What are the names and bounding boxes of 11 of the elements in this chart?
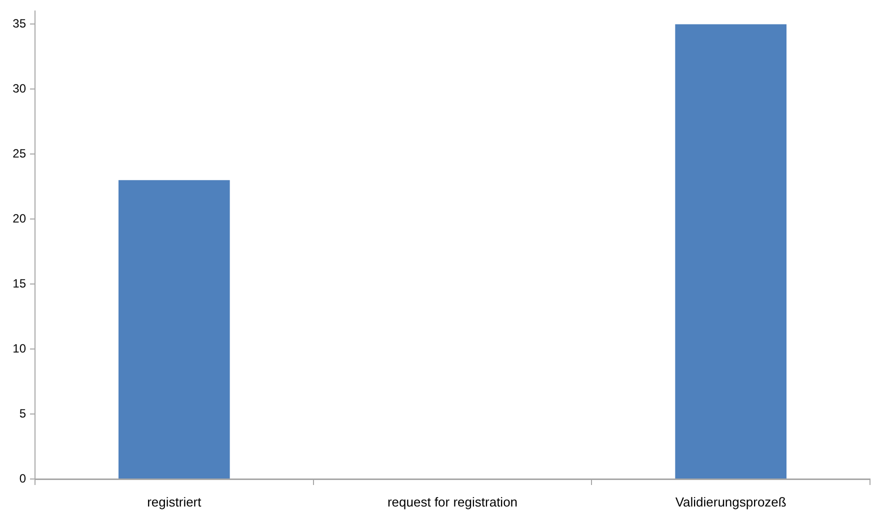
x-tick-label: request for registration: [387, 494, 518, 510]
y-tick-label: 0: [19, 471, 26, 486]
x-tick-label: Validierungsprozeß: [675, 494, 786, 510]
y-tick-label: 30: [12, 81, 26, 96]
y-tick-label: 10: [12, 341, 26, 356]
y-tick-label: 35: [12, 16, 26, 31]
y-tick-label: 25: [12, 146, 26, 160]
y-tick-label: 5: [19, 406, 26, 420]
y-tick-label: 20: [12, 211, 26, 226]
y-tick-label: 15: [12, 276, 26, 290]
x-tick-label: registriert: [147, 494, 202, 510]
